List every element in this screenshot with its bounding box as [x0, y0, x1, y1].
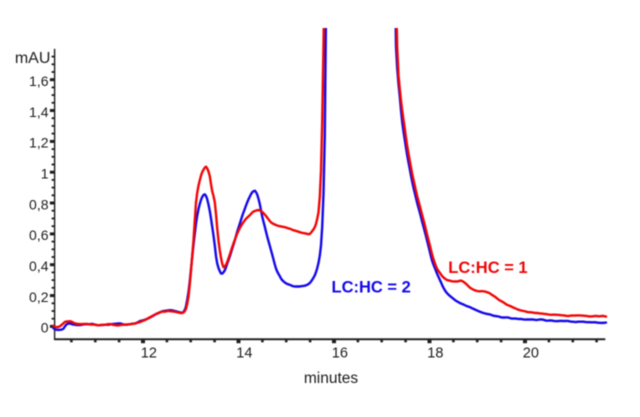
- svg-text:0,6: 0,6: [29, 227, 49, 243]
- svg-text:minutes: minutes: [304, 370, 359, 387]
- svg-text:mAU: mAU: [15, 50, 51, 67]
- svg-text:1,6: 1,6: [29, 73, 49, 89]
- svg-text:0,8: 0,8: [29, 196, 49, 212]
- svg-text:20: 20: [523, 345, 539, 361]
- svg-text:1,2: 1,2: [29, 135, 49, 151]
- svg-text:LC:HC = 2: LC:HC = 2: [332, 279, 411, 297]
- svg-text:LC:HC = 1: LC:HC = 1: [448, 259, 527, 277]
- svg-text:0,4: 0,4: [29, 258, 49, 274]
- svg-text:0: 0: [41, 320, 49, 336]
- svg-text:1,4: 1,4: [29, 104, 49, 120]
- svg-text:0,2: 0,2: [29, 289, 49, 305]
- svg-text:16: 16: [332, 345, 348, 361]
- svg-text:18: 18: [427, 345, 443, 361]
- svg-text:1: 1: [41, 166, 49, 182]
- svg-text:12: 12: [141, 345, 157, 361]
- svg-text:14: 14: [236, 345, 252, 361]
